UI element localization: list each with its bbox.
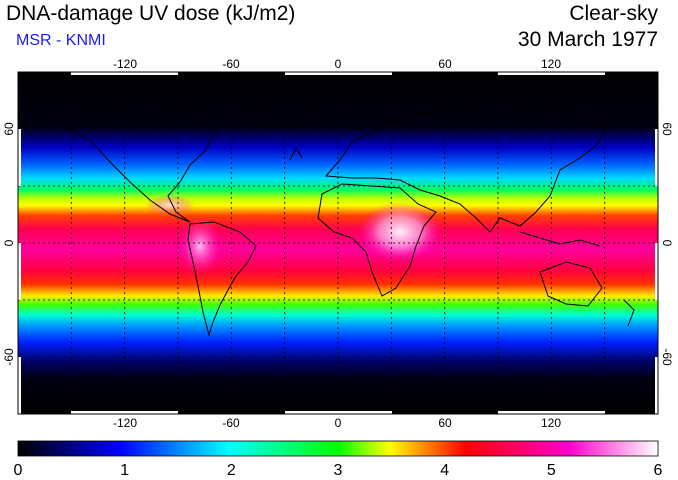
source-label: MSR - KNMI — [16, 32, 106, 49]
lat-label-left: 60 — [2, 122, 16, 136]
lon-label-top: -120 — [113, 57, 137, 71]
hotspot-central-america — [145, 195, 195, 215]
lon-label-top: 60 — [438, 57, 452, 71]
sky-condition-label: Clear-sky — [569, 2, 658, 25]
colorbar — [17, 440, 659, 457]
colorbar-label: 2 — [227, 462, 236, 479]
coastlines — [56, 95, 635, 337]
hotspot-south-america — [178, 216, 222, 276]
lat-label-right: 60 — [660, 122, 674, 136]
lon-label-bottom: 0 — [335, 416, 342, 430]
lat-label-right: 0 — [660, 240, 674, 247]
lon-label-top: -60 — [222, 57, 240, 71]
lon-label-bottom: -120 — [113, 416, 137, 430]
lon-label-bottom: 120 — [541, 416, 561, 430]
date-label: 30 March 1977 — [517, 28, 658, 51]
colorbar-label: 6 — [654, 462, 663, 479]
lon-label-top: 120 — [541, 57, 561, 71]
map-frame — [17, 71, 659, 415]
lon-label-bottom: 60 — [438, 416, 452, 430]
colorbar-label: 0 — [14, 462, 23, 479]
graticule — [18, 72, 658, 414]
frame-ticks — [18, 72, 658, 414]
lat-label-left: -60 — [2, 348, 16, 366]
colorbar-label: 1 — [120, 462, 129, 479]
colorbar-label: 5 — [547, 462, 556, 479]
colorbar-label: 4 — [440, 462, 449, 479]
hotspot-africa — [358, 202, 442, 262]
map-title: DNA-damage UV dose (kJ/m2) — [6, 2, 296, 25]
colorbar-label: 3 — [334, 462, 343, 479]
lon-label-top: 0 — [335, 57, 342, 71]
lon-label-bottom: -60 — [222, 416, 240, 430]
lat-label-right: -60 — [660, 348, 674, 366]
lat-label-left: 0 — [2, 239, 16, 246]
